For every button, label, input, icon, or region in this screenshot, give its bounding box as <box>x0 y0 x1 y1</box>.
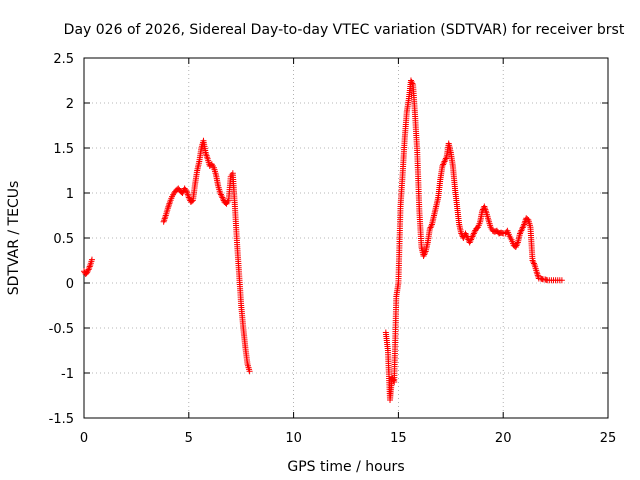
data-point <box>534 270 541 277</box>
data-point <box>203 152 210 159</box>
y-tick-label: 0.5 <box>53 232 74 247</box>
grid-lines <box>84 58 608 418</box>
y-tick-label: -1.5 <box>49 412 74 427</box>
chart-title: Day 026 of 2026, Sidereal Day-to-day VTE… <box>64 22 625 38</box>
x-tick-label: 25 <box>600 431 617 446</box>
data-point <box>84 269 91 276</box>
x-tick-label: 0 <box>80 431 88 446</box>
axis-ticks: 0 5 10 15 20 25 -1.5 -1 -0.5 0 0.5 1 1.5 2 2.5 <box>49 52 617 446</box>
x-tick-label: 5 <box>185 431 193 446</box>
data-point <box>203 151 210 158</box>
data-point <box>161 217 168 224</box>
data-point <box>246 368 253 375</box>
y-tick-label: -1 <box>61 367 74 382</box>
data-point <box>188 198 195 205</box>
data-point <box>165 203 172 210</box>
data-point <box>204 154 211 161</box>
x-tick-label: 10 <box>285 431 302 446</box>
y-tick-label: 1.5 <box>53 142 74 157</box>
data-points <box>81 77 565 403</box>
data-point <box>161 215 168 222</box>
x-tick-label: 20 <box>495 431 512 446</box>
data-point <box>88 256 95 263</box>
y-tick-label: -0.5 <box>49 322 74 337</box>
data-point <box>160 218 167 225</box>
y-tick-label: 2.5 <box>53 52 74 67</box>
x-axis-label: GPS time / hours <box>287 459 404 475</box>
data-point <box>558 277 565 284</box>
data-point <box>84 267 91 274</box>
y-tick-label: 2 <box>66 97 74 112</box>
x-tick-label: 15 <box>390 431 407 446</box>
data-point <box>184 189 191 196</box>
data-point <box>534 272 541 279</box>
y-axis-label: SDTVAR / TECUs <box>6 181 22 296</box>
y-tick-label: 1 <box>66 187 74 202</box>
data-point <box>162 214 169 221</box>
y-tick-label: 0 <box>66 277 74 292</box>
data-point <box>166 200 173 207</box>
